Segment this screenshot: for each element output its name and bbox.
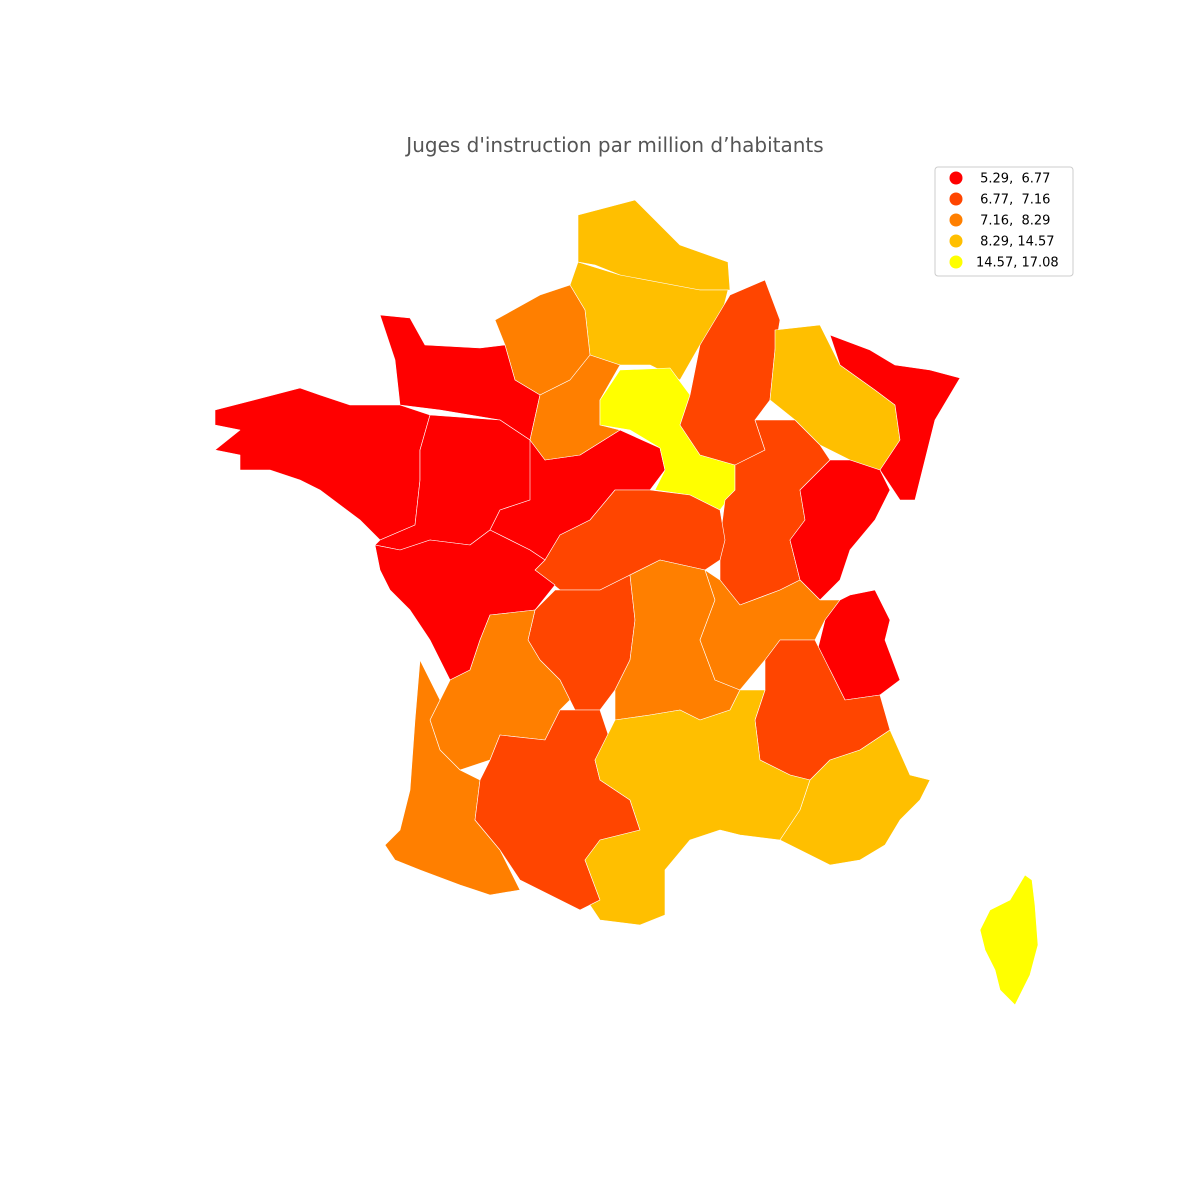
legend-frame xyxy=(934,166,1074,277)
legend-label: 7.16, 8.29 xyxy=(976,214,1050,229)
region xyxy=(979,874,1039,1006)
regions xyxy=(214,199,1039,1006)
region xyxy=(214,387,431,541)
legend-marker xyxy=(949,255,963,269)
legend-marker xyxy=(949,192,963,206)
region xyxy=(384,659,521,896)
legend-label: 6.77, 7.16 xyxy=(976,193,1050,208)
legend-label: 5.29, 6.77 xyxy=(976,172,1050,187)
legend-label: 8.29, 14.57 xyxy=(976,235,1055,250)
legend-marker xyxy=(949,213,963,227)
legend: 5.29, 6.77 6.77, 7.16 7.16, 8.29 8.29, 1… xyxy=(949,171,1059,271)
region xyxy=(789,459,891,601)
legend-label: 14.57, 17.08 xyxy=(976,256,1059,271)
legend-marker xyxy=(949,171,963,185)
region xyxy=(829,334,961,501)
legend-marker xyxy=(949,234,963,248)
region xyxy=(584,689,811,926)
region xyxy=(779,729,931,866)
map-title: Juges d'instruction par million d’habita… xyxy=(404,133,823,157)
